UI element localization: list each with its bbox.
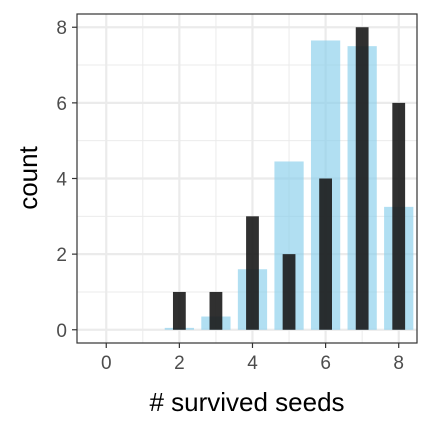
x-tick-label: 6: [320, 353, 331, 374]
x-axis-title: # survived seeds: [149, 387, 344, 417]
y-tick-label: 8: [56, 18, 67, 39]
x-tick-label: 4: [247, 353, 258, 374]
y-axis-title: count: [13, 145, 43, 209]
observed-bar-3: [209, 291, 223, 330]
observed-series-bars: [172, 27, 406, 330]
observed-bar-8: [392, 102, 406, 330]
observed-bar-7: [355, 27, 369, 330]
y-tick-label: 0: [56, 321, 67, 342]
observed-bar-2: [172, 291, 186, 330]
x-axis-ticks: 0 2 4 6 8: [101, 343, 404, 374]
x-tick-label: 0: [101, 353, 112, 374]
x-tick-label: 2: [174, 353, 185, 374]
y-tick-label: 4: [56, 170, 67, 191]
observed-bar-6: [319, 178, 332, 330]
observed-bar-4: [246, 216, 259, 330]
y-axis-ticks: 0 2 4 6 8: [56, 18, 77, 342]
y-tick-label: 2: [56, 245, 67, 266]
x-tick-label: 8: [393, 353, 404, 374]
observed-bar-5: [282, 254, 296, 330]
y-tick-label: 6: [56, 94, 67, 115]
